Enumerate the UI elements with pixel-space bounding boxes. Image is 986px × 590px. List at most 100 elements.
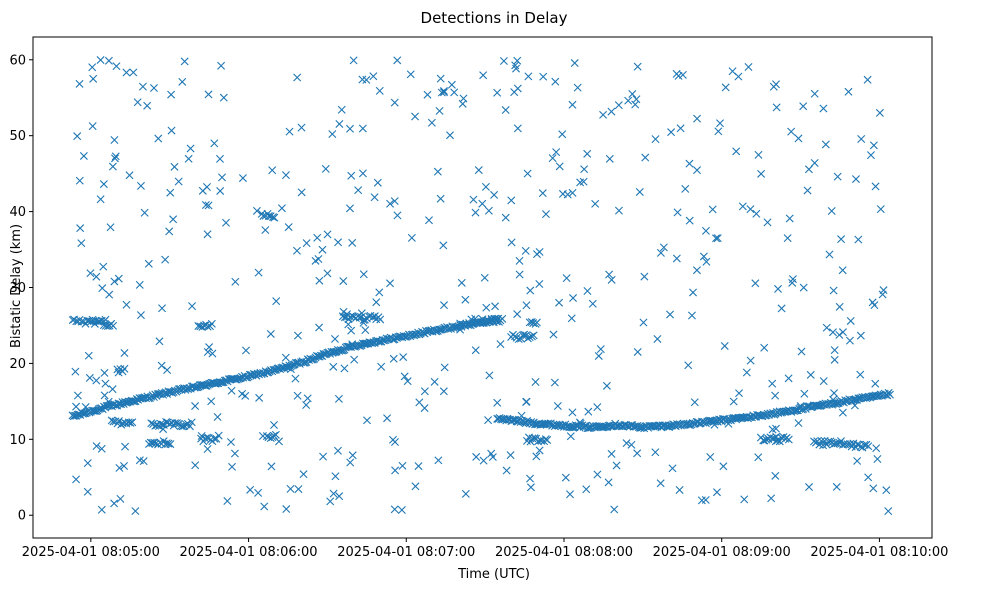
data-point-x-marker — [763, 218, 772, 227]
data-point-x-marker — [819, 104, 828, 113]
data-point-x-marker — [75, 176, 84, 185]
data-point-x-marker — [406, 70, 415, 79]
data-point-x-marker — [169, 215, 178, 224]
data-point-x-marker — [76, 224, 85, 233]
data-point-x-marker — [591, 199, 600, 208]
data-point-x-marker — [712, 488, 721, 497]
data-point-x-marker — [549, 330, 558, 339]
data-point-x-marker — [390, 98, 399, 107]
data-point-x-marker — [311, 256, 320, 265]
data-point-x-marker — [411, 482, 420, 491]
data-point-x-marker — [354, 186, 363, 195]
data-point-x-marker — [803, 186, 812, 195]
data-point-x-marker — [883, 391, 892, 400]
data-point-x-marker — [203, 347, 212, 356]
data-point-x-marker — [437, 88, 446, 97]
data-point-x-marker — [201, 201, 210, 209]
data-point-x-marker — [754, 150, 763, 159]
data-point-x-marker — [110, 499, 119, 508]
data-point-x-marker — [864, 442, 873, 451]
data-point-x-marker — [299, 470, 308, 479]
data-point-x-marker — [579, 177, 588, 186]
data-point-x-marker — [203, 445, 212, 453]
data-point-x-marker — [837, 437, 845, 446]
data-point-x-marker — [166, 188, 175, 197]
data-point-x-marker — [714, 127, 723, 136]
data-point-x-marker — [566, 490, 575, 499]
data-point-x-marker — [138, 82, 147, 91]
data-point-x-marker — [363, 416, 372, 425]
data-point-x-marker — [651, 135, 660, 144]
data-point-x-marker — [633, 449, 642, 458]
data-point-x-marker — [188, 302, 197, 311]
data-point-x-marker — [439, 88, 448, 97]
data-point-x-marker — [622, 439, 631, 448]
data-point-x-marker — [329, 347, 338, 356]
data-point-x-marker — [838, 328, 847, 337]
data-point-x-marker — [285, 127, 294, 136]
data-point-x-marker — [73, 132, 82, 141]
data-point-x-marker — [399, 353, 408, 362]
data-point-x-marker — [115, 463, 124, 472]
data-point-x-marker — [885, 390, 894, 399]
data-point-x-marker — [538, 189, 547, 198]
data-point-x-marker — [751, 279, 760, 288]
data-point-x-marker — [569, 294, 578, 303]
data-point-x-marker — [81, 402, 90, 411]
data-point-x-marker — [104, 56, 113, 65]
data-point-x-marker — [201, 434, 210, 443]
data-point-x-marker — [491, 302, 500, 311]
y-axis-label: Bistatic Delay (km) — [9, 224, 24, 348]
data-point-x-marker — [302, 401, 311, 409]
data-point-x-marker — [710, 420, 719, 429]
data-point-x-marker — [158, 304, 167, 313]
data-point-x-marker — [835, 302, 844, 311]
data-point-x-marker — [226, 438, 235, 447]
data-point-x-marker — [851, 175, 860, 184]
data-point-x-marker — [693, 114, 702, 123]
data-point-x-marker — [567, 314, 576, 323]
data-point-x-marker — [297, 188, 306, 197]
data-point-x-marker — [393, 56, 402, 65]
data-point-x-marker — [871, 182, 880, 191]
data-point-x-marker — [517, 411, 526, 420]
data-point-x-marker — [465, 319, 474, 328]
data-point-x-marker — [746, 356, 755, 365]
data-point-x-marker — [561, 473, 570, 482]
x-tick-label: 2025-04-01 08:09:00 — [653, 545, 791, 560]
data-point-x-marker — [476, 319, 485, 328]
data-point-x-marker — [334, 238, 343, 247]
y-tick-label: 40 — [9, 205, 26, 220]
data-point-x-marker — [838, 266, 847, 275]
data-point-x-marker — [633, 62, 642, 71]
data-point-x-marker — [535, 247, 544, 256]
data-point-x-marker — [329, 362, 338, 371]
data-point-x-marker — [340, 364, 349, 373]
data-point-x-marker — [420, 329, 429, 338]
x-axis-ticks: 2025-04-01 08:05:00 2025-04-01 08:06:00 20… — [22, 538, 948, 560]
data-point-x-marker — [771, 391, 780, 400]
data-point-x-marker — [85, 373, 94, 382]
data-point-x-marker — [675, 485, 684, 494]
data-point-x-marker — [97, 444, 106, 453]
data-point-x-marker — [742, 368, 751, 377]
data-point-x-marker — [374, 337, 383, 346]
data-point-x-marker — [291, 374, 300, 383]
data-point-x-marker — [866, 151, 875, 160]
data-point-x-marker — [485, 371, 494, 380]
data-point-x-marker — [656, 479, 665, 488]
data-point-x-marker — [450, 88, 459, 97]
data-point-x-marker — [628, 90, 637, 98]
data-point-x-marker — [215, 378, 224, 387]
data-point-x-marker — [213, 413, 222, 421]
data-point-x-marker — [693, 166, 702, 175]
data-point-x-marker — [481, 182, 490, 191]
data-point-x-marker — [326, 497, 335, 506]
data-point-x-marker — [659, 243, 668, 252]
data-point-x-marker — [687, 311, 696, 320]
data-point-x-marker — [588, 299, 597, 308]
data-point-x-marker — [791, 406, 800, 415]
data-point-x-marker — [207, 397, 216, 406]
